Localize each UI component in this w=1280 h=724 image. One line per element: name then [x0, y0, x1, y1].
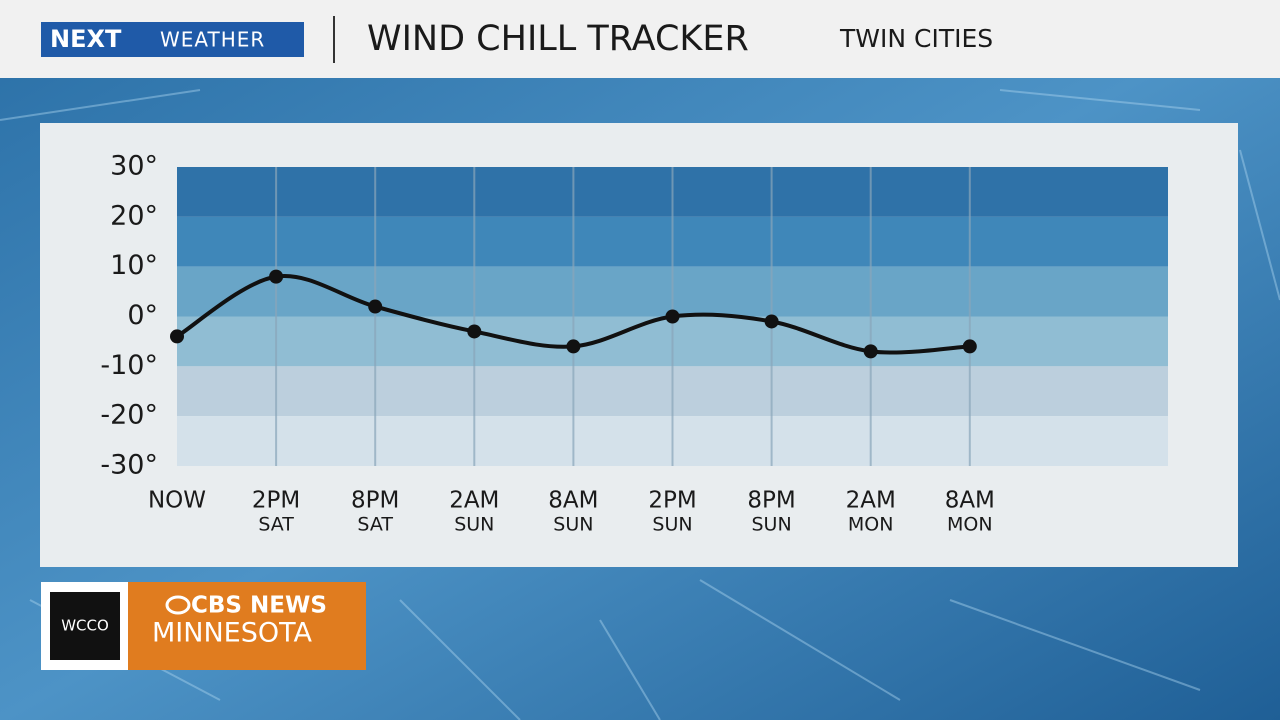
network-box	[128, 582, 366, 670]
x-tick-label: 2AM	[449, 488, 499, 514]
x-tick-sublabel: SUN	[454, 514, 494, 536]
chart-title: WIND CHILL TRACKER	[367, 19, 749, 59]
cbs-eye	[165, 595, 191, 615]
data-point	[566, 339, 581, 354]
x-tick-label: 8AM	[945, 488, 995, 514]
data-point	[863, 344, 878, 359]
x-tick-sublabel: SAT	[357, 514, 393, 536]
y-tick-label: 0°	[127, 300, 158, 331]
x-tick-sublabel: MON	[947, 514, 993, 536]
y-tick-label: -10°	[100, 350, 158, 381]
y-tick-label: -30°	[100, 450, 158, 481]
x-tick-label: NOW	[148, 488, 206, 514]
data-point	[368, 299, 383, 314]
x-tick-label: 2PM	[648, 488, 696, 514]
data-point	[764, 314, 779, 329]
data-point	[665, 309, 680, 324]
x-tick-sublabel: SUN	[752, 514, 792, 536]
y-tick-label: -20°	[100, 400, 158, 431]
x-tick-label: 8AM	[548, 488, 598, 514]
x-tick-label: 2AM	[846, 488, 896, 514]
chart-subtitle: TWIN CITIES	[839, 24, 993, 53]
network-name: CBS NEWS	[191, 593, 327, 619]
x-tick-label: 8PM	[747, 488, 795, 514]
x-tick-sublabel: SUN	[553, 514, 593, 536]
station-name: WCCO	[61, 617, 109, 635]
logo-box	[41, 22, 304, 57]
y-tick-label: 20°	[110, 200, 158, 231]
x-tick-sublabel: SUN	[652, 514, 692, 536]
data-point	[170, 329, 184, 344]
y-tick-label: 30°	[110, 151, 158, 182]
data-point	[962, 339, 977, 354]
logo-weather: WEATHER	[160, 28, 265, 52]
data-point	[269, 269, 284, 284]
x-tick-label: 8PM	[351, 488, 399, 514]
x-tick-sublabel: SAT	[258, 514, 294, 536]
x-tick-sublabel: MON	[848, 514, 894, 536]
station-inner	[50, 592, 120, 660]
logo-next: NEXT	[50, 25, 122, 53]
data-point	[467, 324, 482, 339]
y-tick-label: 10°	[110, 250, 158, 281]
x-tick-label: 2PM	[252, 488, 300, 514]
region-name: MINNESOTA	[152, 618, 312, 649]
